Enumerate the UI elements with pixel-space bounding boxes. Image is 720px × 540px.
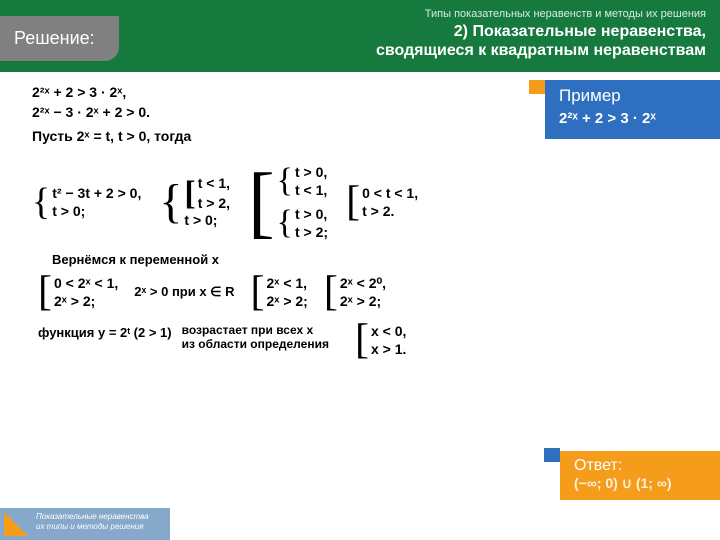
header-bar: Решение: Типы показательных неравенств и…: [0, 0, 720, 72]
line2: 2²ˣ − 3 · 2ˣ + 2 > 0.: [32, 104, 672, 120]
solution-body: 2²ˣ + 2 > 3 · 2ˣ, 2²ˣ − 3 · 2ˣ + 2 > 0. …: [32, 84, 672, 361]
func-text: функция y = 2ᵗ (2 > 1): [38, 325, 172, 340]
sys3-1b: t < 1,: [295, 181, 327, 199]
sys1-a: t² − 3t + 2 > 0,: [52, 184, 141, 202]
bracket-icon: [: [324, 271, 338, 313]
answer-label: Ответ:: [574, 457, 710, 475]
brace-icon: {: [277, 164, 293, 198]
bracket-icon: [: [248, 162, 275, 242]
sys5-a: 0 < 2ˣ < 1,: [54, 274, 118, 292]
bracket-icon: [: [38, 271, 52, 313]
system-4: [ 0 < t < 1, t > 2.: [346, 181, 418, 223]
header-title-line2: сводящиеся к квадратным неравенствам: [376, 41, 706, 60]
sys2-a: t < 1,: [198, 175, 230, 192]
footer-l1: Показательные неравенства: [36, 512, 162, 522]
solution-tab: Решение:: [0, 16, 119, 61]
grow-l2: из области определения: [182, 337, 329, 351]
sys3-2b: t > 2;: [295, 223, 328, 241]
midtext: 2ˣ > 0 при x ∈ R: [134, 284, 234, 300]
sys8-a: x < 0,: [371, 322, 406, 340]
sys2-b: t > 2,: [198, 195, 230, 212]
system-8: [ x < 0, x > 1.: [355, 319, 406, 361]
blue-tab: [544, 448, 560, 462]
header-text: Типы показательных неравенств и методы и…: [376, 8, 706, 60]
answer-math: (−∞; 0) ∪ (1; ∞): [574, 475, 710, 492]
answer-box: Ответ: (−∞; 0) ∪ (1; ∞): [560, 451, 720, 500]
system-5: [ 0 < 2ˣ < 1, 2ˣ > 2;: [38, 271, 118, 313]
sys1-b: t > 0;: [52, 202, 141, 220]
sys6-b: 2ˣ > 2;: [267, 292, 308, 310]
system-2: { [ t < 1, t > 2, t > 0;: [159, 175, 230, 228]
sys3-2a: t > 0,: [295, 205, 328, 223]
line1: 2²ˣ + 2 > 3 · 2ˣ,: [32, 84, 672, 100]
let-line: Пусть 2ˣ = t, t > 0, тогда: [32, 128, 672, 144]
sys3-1a: t > 0,: [295, 163, 327, 181]
sys7-b: 2ˣ > 2;: [340, 292, 386, 310]
sys6-a: 2ˣ < 1,: [267, 274, 308, 292]
header-title-line1: 2) Показательные неравенства,: [376, 22, 706, 41]
bracket-icon: [: [251, 271, 265, 313]
sys2-c: t > 0;: [184, 212, 230, 229]
bracket-icon: [: [355, 319, 369, 361]
footer-triangle-icon: [4, 512, 28, 536]
sys4-b: t > 2.: [362, 202, 418, 220]
x-row-2: функция y = 2ᵗ (2 > 1) возрастает при вс…: [38, 319, 672, 361]
system-1: { t² − 3t + 2 > 0, t > 0;: [32, 183, 141, 221]
bracket-icon: [: [346, 181, 360, 223]
system-7: [ 2ˣ < 2⁰, 2ˣ > 2;: [324, 271, 386, 313]
sys8-b: x > 1.: [371, 340, 406, 358]
systems-row: { t² − 3t + 2 > 0, t > 0; { [ t < 1, t >…: [32, 162, 672, 242]
bracket-icon: [: [184, 177, 195, 211]
sys7-a: 2ˣ < 2⁰,: [340, 274, 386, 292]
header-subtitle: Типы показательных неравенств и методы и…: [376, 8, 706, 20]
sys5-b: 2ˣ > 2;: [54, 292, 118, 310]
x-row-1: [ 0 < 2ˣ < 1, 2ˣ > 2; 2ˣ > 0 при x ∈ R […: [38, 271, 672, 313]
brace-icon: {: [277, 206, 293, 240]
growth-text: возрастает при всех x из области определ…: [182, 323, 329, 352]
system-3: [ { t > 0, t < 1, { t > 0, t > 2;: [248, 162, 328, 242]
system-6: [ 2ˣ < 1, 2ˣ > 2;: [251, 271, 308, 313]
sys4-a: 0 < t < 1,: [362, 184, 418, 202]
footer-l2: их типы и методы решения: [36, 522, 162, 532]
brace-icon: {: [32, 183, 50, 221]
grow-l1: возрастает при всех x: [182, 323, 329, 337]
return-text: Вернёмся к переменной x: [52, 252, 672, 267]
brace-icon: {: [159, 178, 182, 226]
